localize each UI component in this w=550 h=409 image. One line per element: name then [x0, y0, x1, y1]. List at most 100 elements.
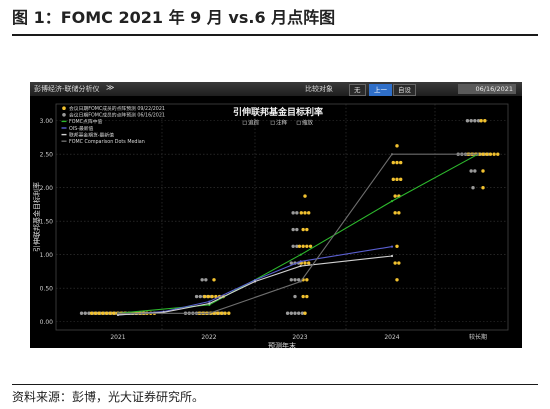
dot-sep2021 [104, 311, 109, 315]
control-checkbox [270, 120, 275, 125]
control-label: 缩放 [302, 119, 314, 127]
dot-jun2021 [289, 278, 293, 282]
series-point [208, 312, 211, 315]
y-tick-label: 1.50 [40, 218, 54, 225]
dot-sep2021 [303, 261, 307, 265]
dot-jun2021 [289, 311, 293, 315]
dot-jun2021 [300, 311, 305, 315]
dot-sep2021 [210, 294, 214, 299]
dot-jun2021 [291, 227, 295, 232]
dot-jun2021 [295, 244, 299, 248]
dot-jun2021 [473, 119, 477, 123]
panel-toolbar: 彭博经济-联储分析仪 ≫ 比较对象 无 上一 自设 06/16/2021 [30, 82, 522, 96]
dot-sep2021 [223, 311, 227, 315]
dot-jun2021 [285, 311, 290, 315]
dot-sep2021 [93, 311, 97, 315]
dot-jun2021 [469, 119, 473, 123]
title-rule [12, 34, 538, 36]
chevron-right-icon[interactable]: ≫ [106, 83, 115, 92]
dot-sep2021 [481, 169, 485, 173]
legend-label: 会议日期FOMC成员的点阵预测 09/22/2021 [69, 105, 165, 112]
dot-jun2021 [200, 278, 204, 282]
dot-jun2021 [291, 211, 295, 215]
x-tick-label: 2021 [110, 334, 125, 341]
y-tick-label: 2.50 [40, 151, 54, 158]
y-tick-label: 2.00 [40, 185, 54, 192]
dot-jun2021 [293, 294, 297, 299]
dot-sep2021 [214, 294, 218, 299]
dot-jun2021 [83, 311, 87, 315]
dot-jun2021 [297, 278, 301, 282]
dot-sep2021 [301, 244, 305, 248]
dot-jun2021 [204, 278, 208, 282]
dot-sep2021 [219, 311, 224, 315]
dot-sep2021 [496, 152, 500, 156]
dot-sep2021 [227, 311, 231, 315]
dot-sep2021 [397, 261, 401, 265]
dot-sep2021 [393, 261, 397, 265]
series-point [253, 280, 257, 283]
x-axis-label: 预测年末 [268, 341, 296, 348]
dot-sep2021 [297, 244, 302, 248]
y-tick-label: 1.00 [40, 252, 54, 259]
dot-sep2021 [305, 227, 309, 232]
dot-jun2021 [293, 278, 297, 282]
y-tick-label: 0.00 [40, 319, 54, 326]
legend-marker [62, 113, 66, 117]
dot-jun2021 [87, 311, 91, 315]
x-tick-label: 2023 [292, 334, 307, 341]
control-checkbox [242, 120, 247, 125]
dot-sep2021 [399, 160, 403, 165]
series-point [299, 264, 302, 268]
series-point [299, 260, 302, 263]
dot-sep2021 [481, 186, 485, 190]
y-tick-label: 3.00 [40, 118, 54, 125]
bloomberg-panel: 彭博经济-联储分析仪 ≫ 比较对象 无 上一 自设 06/16/2021 0.0… [30, 82, 522, 348]
dot-sep2021 [391, 177, 395, 182]
dot-sep2021 [305, 278, 309, 282]
dot-jun2021 [297, 311, 301, 315]
dot-sep2021 [483, 119, 487, 123]
dot-jun2021 [465, 119, 470, 123]
dot-sep2021 [100, 311, 105, 315]
dot-sep2021 [108, 311, 112, 315]
dot-sep2021 [112, 311, 116, 315]
compare-label: 比较对象 [305, 85, 333, 93]
dot-sep2021 [492, 152, 496, 156]
analyzer-menu[interactable]: 彭博经济-联储分析仪 [34, 85, 100, 93]
legend-label: OIS-最新值 [69, 125, 94, 132]
date-field[interactable]: 06/16/2021 [458, 84, 516, 94]
dot-sep2021 [303, 211, 307, 215]
dot-sep2021 [481, 152, 485, 156]
legend-label: 联邦基金期货-最新值 [69, 131, 114, 138]
dot-sep2021 [299, 211, 303, 215]
dot-sep2021 [216, 311, 220, 315]
figure-source: 资料来源：彭博，光大证券研究所。 [12, 390, 205, 404]
control-label: 注释 [276, 119, 288, 127]
dot-jun2021 [469, 169, 473, 173]
dot-sep2021 [395, 160, 399, 165]
series-point [390, 199, 394, 203]
control-checkbox [296, 120, 301, 125]
control-label: 追踪 [248, 119, 260, 127]
legend-marker [62, 106, 66, 110]
compare-custom-button[interactable]: 自设 [393, 84, 416, 96]
compare-none-button[interactable]: 无 [349, 84, 366, 96]
dot-sep2021 [301, 227, 305, 232]
compare-previous-button[interactable]: 上一 [369, 84, 392, 96]
series-point [390, 245, 394, 248]
dot-sep2021 [307, 211, 311, 215]
dot-sep2021 [308, 244, 313, 248]
series-point [116, 313, 120, 317]
dot-sep2021 [488, 152, 493, 156]
series-line [117, 246, 393, 316]
dot-plot-chart: 0.00 0.50 1.00 1.50 2.00 2.50 3.00 2021 2022 2023… [32, 103, 509, 348]
series-point [390, 254, 394, 258]
dot-sep2021 [305, 294, 309, 299]
dot-sep2021 [206, 294, 211, 299]
dot-sep2021 [307, 261, 311, 265]
dot-sep2021 [391, 160, 395, 165]
dot-jun2021 [198, 294, 202, 299]
dot-jun2021 [194, 294, 199, 299]
dot-jun2021 [289, 261, 293, 265]
